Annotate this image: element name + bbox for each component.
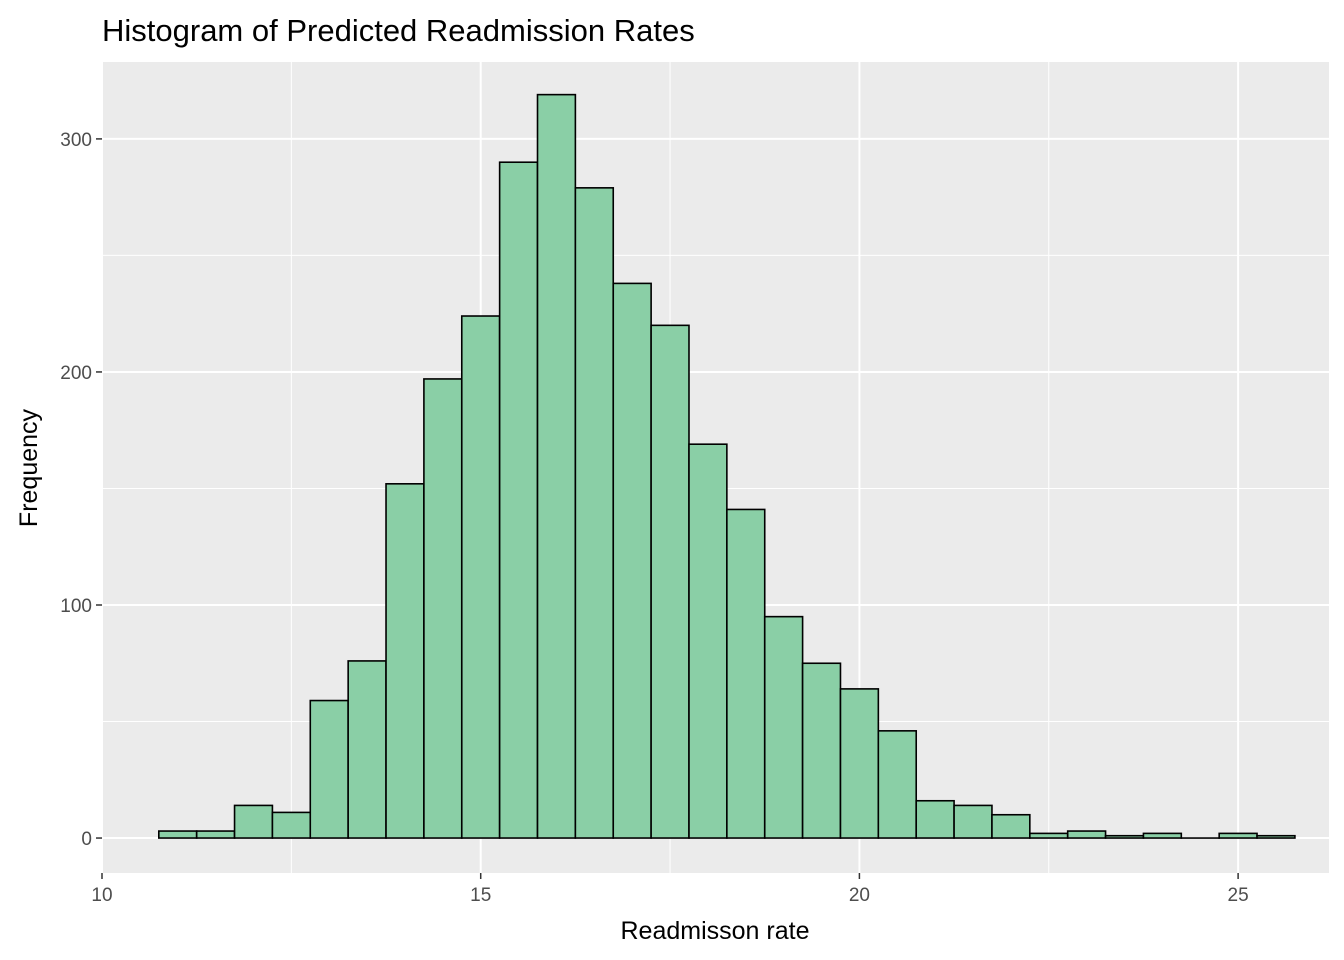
histogram-bar xyxy=(498,161,539,839)
histogram-bar xyxy=(877,730,918,839)
y-tick-label: 0 xyxy=(81,829,92,850)
histogram-bar xyxy=(347,660,387,839)
y-axis-ticks: 0 100 200 300 xyxy=(60,130,102,850)
histogram-bar xyxy=(271,811,312,839)
x-axis-ticks: 10 15 20 25 xyxy=(91,873,1249,906)
histogram-bar xyxy=(688,443,728,839)
histogram-bar xyxy=(953,804,993,839)
x-tick-label: 15 xyxy=(470,885,491,906)
histogram-bar xyxy=(650,324,690,839)
histogram-bar xyxy=(839,688,880,839)
histogram-bar xyxy=(309,699,349,839)
y-axis-title: Frequency xyxy=(15,408,43,527)
histogram-bar xyxy=(915,799,955,839)
histogram-bar xyxy=(460,315,501,839)
x-tick-label: 25 xyxy=(1228,885,1249,906)
histogram-bar xyxy=(1142,832,1183,839)
y-tick-label: 300 xyxy=(60,130,92,151)
y-tick-label: 100 xyxy=(60,596,92,617)
histogram-bar xyxy=(991,813,1031,839)
chart-title: Histogram of Predicted Readmission Rates xyxy=(102,13,695,48)
histogram-bar xyxy=(612,282,652,839)
histogram-bar xyxy=(1218,832,1258,839)
histogram-bar xyxy=(1256,834,1296,839)
histogram-bars xyxy=(158,93,1296,839)
histogram-bar xyxy=(385,483,425,839)
x-tick-label: 10 xyxy=(91,885,112,906)
histogram-bar xyxy=(1066,830,1107,839)
histogram-bar xyxy=(195,830,236,839)
histogram-bar xyxy=(233,804,274,839)
histogram-bar xyxy=(801,662,842,839)
histogram-bar xyxy=(1104,834,1145,839)
histogram-bar xyxy=(763,615,804,839)
y-tick-label: 200 xyxy=(60,363,92,384)
histogram-bar xyxy=(536,93,577,839)
histogram-bar xyxy=(158,830,198,839)
histogram-bar xyxy=(423,378,463,839)
histogram-bar xyxy=(726,508,766,839)
x-tick-label: 20 xyxy=(849,885,870,906)
histogram-bar xyxy=(574,187,615,839)
x-axis-title: Readmisson rate xyxy=(621,917,810,945)
histogram-bar xyxy=(1029,832,1069,839)
